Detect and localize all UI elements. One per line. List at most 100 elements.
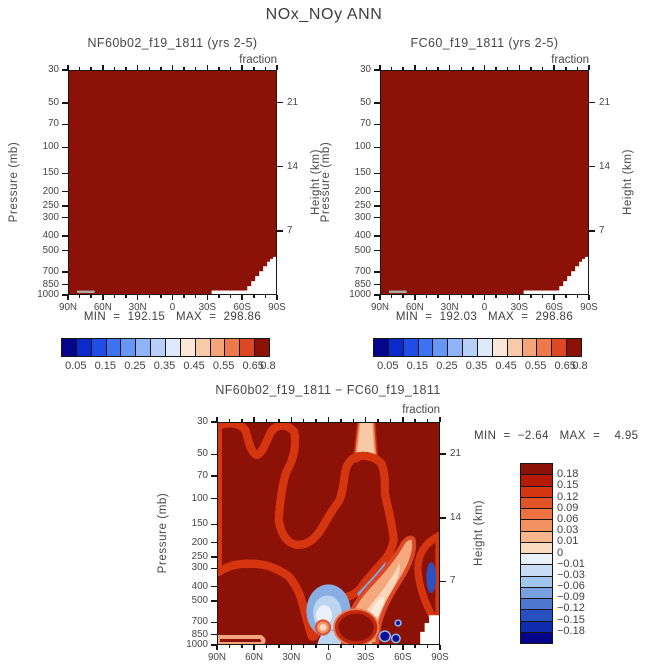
lat-tick-mark-top bbox=[448, 65, 451, 70]
colorbar-cell bbox=[135, 339, 151, 356]
lat-tick-mark-top bbox=[495, 67, 497, 70]
pressure-tick-mark bbox=[62, 283, 68, 286]
colorbar-label: 0.09 bbox=[557, 501, 579, 514]
panel-left-title: NF60b02_f19_1811 (yrs 2-5) bbox=[87, 36, 258, 50]
lat-tick-mark-bottom bbox=[448, 295, 451, 300]
colorbar-cell bbox=[224, 339, 240, 356]
lat-tick-mark-bottom bbox=[495, 295, 497, 298]
colorbar-cell bbox=[536, 339, 552, 356]
lat-tick-mark-bottom bbox=[67, 295, 69, 300]
lat-tick-mark-top bbox=[302, 419, 305, 422]
surface-white-strip bbox=[523, 290, 557, 294]
height-tick-label: 7 bbox=[287, 224, 293, 236]
pressure-tick-mark bbox=[374, 123, 380, 126]
pressure-tick-label: 850 bbox=[191, 628, 208, 640]
lat-tick-mark-bottom bbox=[439, 645, 441, 650]
pressure-tick-mark bbox=[374, 283, 380, 286]
lat-tick-mark-bottom bbox=[113, 295, 116, 298]
lat-tick-mark-top bbox=[264, 67, 267, 70]
lat-tick-mark-top bbox=[402, 67, 404, 70]
panel-diff-minmax: MIN = −2.64 MAX = 4.95 bbox=[474, 430, 639, 442]
lat-tick-mark-bottom bbox=[506, 295, 509, 298]
colorbar-label: −0.12 bbox=[557, 602, 585, 615]
colorbar-label: 0.25 bbox=[124, 360, 146, 372]
pressure-tick-label: 700 bbox=[354, 266, 371, 278]
lat-tick-mark-top bbox=[125, 67, 127, 70]
lat-tick-mark-top bbox=[171, 65, 174, 70]
pressure-tick-label: 700 bbox=[42, 266, 59, 278]
colorbar-label: 0.65 bbox=[554, 360, 576, 372]
lat-tick-label: 90N bbox=[371, 302, 389, 313]
lat-tick-mark-top bbox=[530, 67, 532, 70]
pressure-tick-mark bbox=[374, 190, 380, 193]
height-tick-mark bbox=[589, 230, 595, 232]
pressure-tick-mark bbox=[211, 497, 217, 500]
colorbar-label: 0.45 bbox=[183, 360, 205, 372]
height-tick-mark bbox=[277, 101, 283, 104]
lat-tick-mark-top bbox=[565, 67, 567, 70]
pressure-tick-label: 30 bbox=[197, 416, 208, 427]
lat-tick-label: 0 bbox=[325, 652, 332, 663]
lat-tick-mark-top bbox=[90, 67, 92, 70]
lat-tick-mark-top bbox=[241, 65, 243, 70]
sh-surface-negative-spots bbox=[378, 619, 402, 644]
surface-gray-smudge bbox=[76, 290, 95, 294]
pressure-tick-mark bbox=[62, 235, 68, 237]
lat-tick-mark-top bbox=[437, 67, 439, 70]
colorbar-cell bbox=[566, 339, 582, 356]
pressure-tick-mark bbox=[211, 600, 217, 602]
lat-tick-mark-bottom bbox=[553, 295, 555, 300]
height-tick-label: 7 bbox=[450, 575, 456, 587]
lat-tick-mark-bottom bbox=[377, 645, 379, 648]
lat-tick-mark-top bbox=[352, 419, 355, 422]
colorbar-cell bbox=[62, 339, 76, 356]
pressure-tick-mark bbox=[211, 421, 217, 423]
pressure-tick-mark bbox=[374, 102, 380, 104]
pressure-tick-label: 200 bbox=[42, 185, 59, 197]
lat-tick-mark-bottom bbox=[278, 645, 280, 648]
pressure-tick-label: 250 bbox=[354, 200, 371, 212]
pressure-tick-mark bbox=[62, 294, 68, 296]
height-tick-mark bbox=[440, 517, 446, 519]
lat-tick-mark-bottom bbox=[218, 295, 220, 298]
lat-tick-label: 30N bbox=[282, 652, 301, 663]
lat-tick-mark-top bbox=[377, 419, 379, 422]
lat-tick-mark-bottom bbox=[390, 295, 393, 298]
colorbar-cell bbox=[521, 519, 552, 531]
colorbar-cell bbox=[521, 564, 552, 576]
colorbar-cell bbox=[120, 339, 136, 356]
lat-tick-mark-top bbox=[206, 65, 209, 70]
pressure-tick-mark bbox=[374, 235, 380, 237]
colorbar-cell bbox=[209, 339, 225, 356]
pressure-tick-mark bbox=[62, 205, 68, 207]
colorbar-label: 0.65 bbox=[242, 360, 264, 372]
lat-tick-label: 30N bbox=[440, 302, 459, 313]
lat-tick-label: 30S bbox=[356, 652, 375, 663]
pressure-tick-mark bbox=[62, 249, 68, 252]
pressure-tick-label: 70 bbox=[360, 118, 371, 130]
lat-tick-mark-bottom bbox=[290, 645, 293, 650]
pressure-tick-label: 150 bbox=[42, 167, 59, 179]
lat-tick-mark-bottom bbox=[565, 295, 567, 298]
pressure-tick-label: 100 bbox=[42, 141, 59, 153]
pressure-tick-label: 70 bbox=[48, 118, 59, 130]
nh-surface-negative-strip bbox=[218, 634, 266, 644]
polar-south-negative-patch bbox=[418, 532, 439, 625]
colorbar-cell bbox=[462, 339, 478, 356]
lat-tick-mark-top bbox=[78, 67, 81, 70]
antarctica-terrain-mask bbox=[420, 615, 439, 644]
lat-tick-mark-top bbox=[229, 67, 232, 70]
panel-left-minmax: MIN = 192.15 MAX = 298.86 bbox=[83, 311, 262, 323]
pressure-tick-mark bbox=[211, 633, 217, 636]
height-tick-label: 14 bbox=[599, 160, 610, 172]
lat-tick-mark-top bbox=[148, 67, 151, 70]
lat-tick-mark-bottom bbox=[327, 645, 330, 650]
colorbar-cell bbox=[521, 496, 552, 508]
colorbar-cell bbox=[521, 541, 552, 553]
colorbar-label: 0.12 bbox=[557, 490, 579, 503]
colorbar-cell bbox=[551, 339, 567, 356]
pressure-tick-label: 300 bbox=[354, 211, 371, 223]
pressure-tick-label: 30 bbox=[360, 64, 371, 75]
lat-tick-mark-top bbox=[160, 67, 162, 70]
colorbar-cell bbox=[194, 339, 210, 356]
